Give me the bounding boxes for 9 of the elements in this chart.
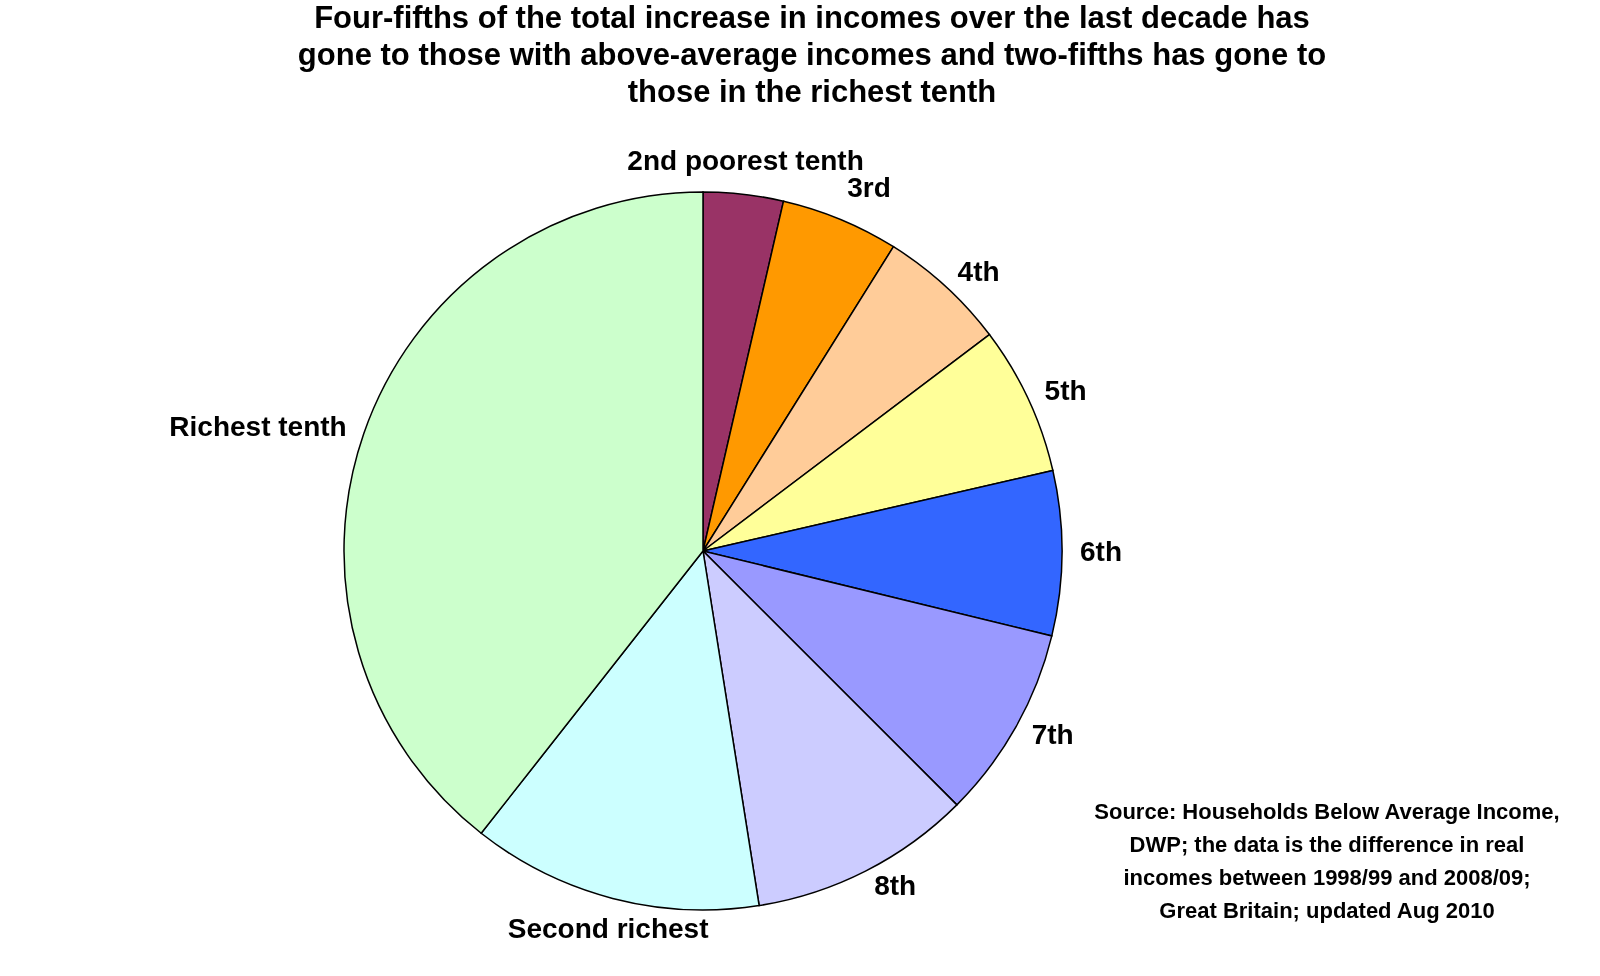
slice-label: Richest tenth xyxy=(169,410,347,442)
slice-label: 5th xyxy=(1044,374,1087,406)
slice-label: 7th xyxy=(1031,718,1074,750)
slice-label: Second richest xyxy=(507,912,709,944)
chart-title: Four-fifths of the total increase in incomes over the last decade has gone to those with above-average incomes and two-fifths has gone to those in the richest tenth xyxy=(297,0,1327,109)
source-note: Source: Households Below Average Income, DWP; the data is the difference in real incomes between 1998/99 and 2008/09; Great Britain; updated Aug 2010 xyxy=(1094,799,1560,923)
slice-label: 8th xyxy=(874,869,917,901)
slice-label: 4th xyxy=(957,255,1000,287)
slice-label: 6th xyxy=(1079,536,1122,568)
